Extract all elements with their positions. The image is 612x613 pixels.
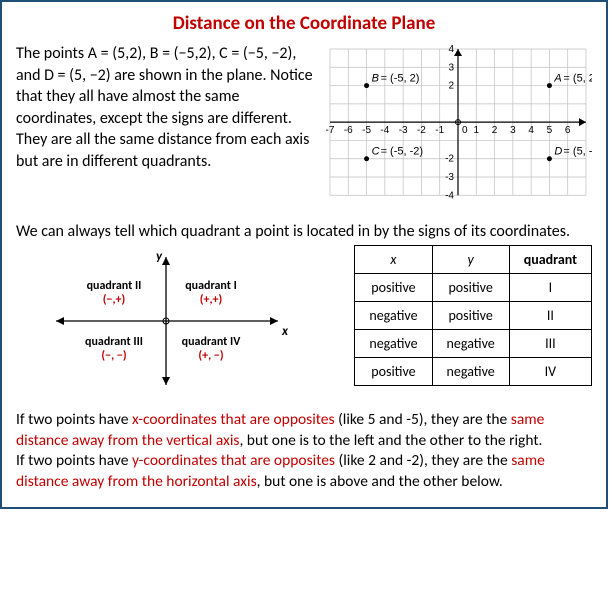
row-quadrant-detail: yxquadrant I(+,+)quadrant II(−,+)quadran… xyxy=(16,245,592,400)
svg-text:quadrant I: quadrant I xyxy=(185,279,237,293)
svg-text:x: x xyxy=(281,324,289,339)
svg-text:(−,+): (−,+) xyxy=(103,293,126,307)
svg-text:-1: -1 xyxy=(435,125,444,136)
coordinate-plane-chart: -7 -6 -5 -4 -3 -2 -1 1 2 3 4 5 6 -4 -3 -2 2 3 4 0 A= (5, 2) B… xyxy=(324,43,592,215)
table-header-x: x xyxy=(355,245,432,273)
svg-text:-4: -4 xyxy=(445,190,454,201)
plane-svg: -7 -6 -5 -4 -3 -2 -1 1 2 3 4 5 6 -4 -3 -2 2 3 4 0 A= (5, 2) B… xyxy=(324,43,592,215)
page-container: Distance on the Coordinate Plane The poi… xyxy=(0,0,608,509)
svg-text:y: y xyxy=(156,249,163,264)
svg-text:= (5, -2): = (5, -2) xyxy=(563,146,592,158)
table-header-y: y xyxy=(432,245,509,273)
page-title: Distance on the Coordinate Plane xyxy=(16,12,592,35)
rule-y-paragraph: If two points have y-coordinates that ar… xyxy=(16,451,592,493)
svg-text:-2: -2 xyxy=(445,154,454,165)
svg-text:1: 1 xyxy=(474,125,480,136)
svg-text:-2: -2 xyxy=(417,125,426,136)
table-header-row: x y quadrant xyxy=(355,245,592,273)
table-row: positivenegativeIV xyxy=(355,357,592,385)
svg-text:-5: -5 xyxy=(362,125,371,136)
quadrant-intro-paragraph: We can always tell which quadrant a poin… xyxy=(16,221,592,243)
svg-text:-6: -6 xyxy=(344,125,353,136)
row-intro: The points A = (5,2), B = (−5,2), C = (−… xyxy=(16,43,592,215)
svg-text:4: 4 xyxy=(448,44,454,55)
svg-text:4: 4 xyxy=(528,125,534,136)
row-quadrant-intro: We can always tell which quadrant a poin… xyxy=(16,221,592,243)
svg-text:A: A xyxy=(553,73,561,85)
svg-text:2: 2 xyxy=(492,125,498,136)
svg-text:-3: -3 xyxy=(445,172,454,183)
quadrant-sign-diagram: y x quadrant I(+,+) quadrant II(−,+) quadran… xyxy=(16,245,296,400)
highlight-y-opposites: y-coordinates that are opposites xyxy=(132,451,335,470)
svg-text:= (-5, 2): = (-5, 2) xyxy=(381,73,420,85)
quadrant-table: x y quadrant positivepositiveI negativep… xyxy=(354,245,592,386)
table-row: negativenegativeIII xyxy=(355,329,592,357)
rule-x-paragraph: If two points have x-coordinates that ar… xyxy=(16,410,592,452)
svg-text:6: 6 xyxy=(565,125,571,136)
svg-text:quadrant IV: quadrant IV xyxy=(182,335,242,349)
svg-text:3: 3 xyxy=(510,125,516,136)
svg-text:quadrant III: quadrant III xyxy=(85,335,143,349)
svg-text:(−, −): (−, −) xyxy=(101,349,126,363)
svg-text:quadrant II: quadrant II xyxy=(87,279,142,293)
svg-text:5: 5 xyxy=(547,125,553,136)
table-header-quadrant: quadrant xyxy=(509,245,591,273)
svg-text:-4: -4 xyxy=(380,125,389,136)
svg-text:3: 3 xyxy=(448,62,454,73)
svg-text:C: C xyxy=(372,146,380,158)
table-row: positivepositiveI xyxy=(355,273,592,301)
quad-svg: y x quadrant I(+,+) quadrant II(−,+) quadran… xyxy=(16,245,296,395)
svg-text:(+,+): (+,+) xyxy=(200,293,223,307)
svg-text:= (-5, -2): = (-5, -2) xyxy=(381,146,423,158)
svg-text:(+, −): (+, −) xyxy=(198,349,223,363)
table-row: negativepositiveII xyxy=(355,301,592,329)
svg-text:-3: -3 xyxy=(399,125,408,136)
intro-paragraph: The points A = (5,2), B = (−5,2), C = (−… xyxy=(16,43,314,173)
svg-text:B: B xyxy=(372,73,379,85)
svg-text:D: D xyxy=(554,146,562,158)
svg-text:= (5, 2): = (5, 2) xyxy=(563,73,592,85)
row-rules: If two points have x-coordinates that ar… xyxy=(16,410,592,494)
highlight-x-opposites: x-coordinates that are opposites xyxy=(132,410,335,429)
svg-text:0: 0 xyxy=(462,125,468,136)
svg-text:-7: -7 xyxy=(326,125,335,136)
svg-text:2: 2 xyxy=(448,81,454,92)
